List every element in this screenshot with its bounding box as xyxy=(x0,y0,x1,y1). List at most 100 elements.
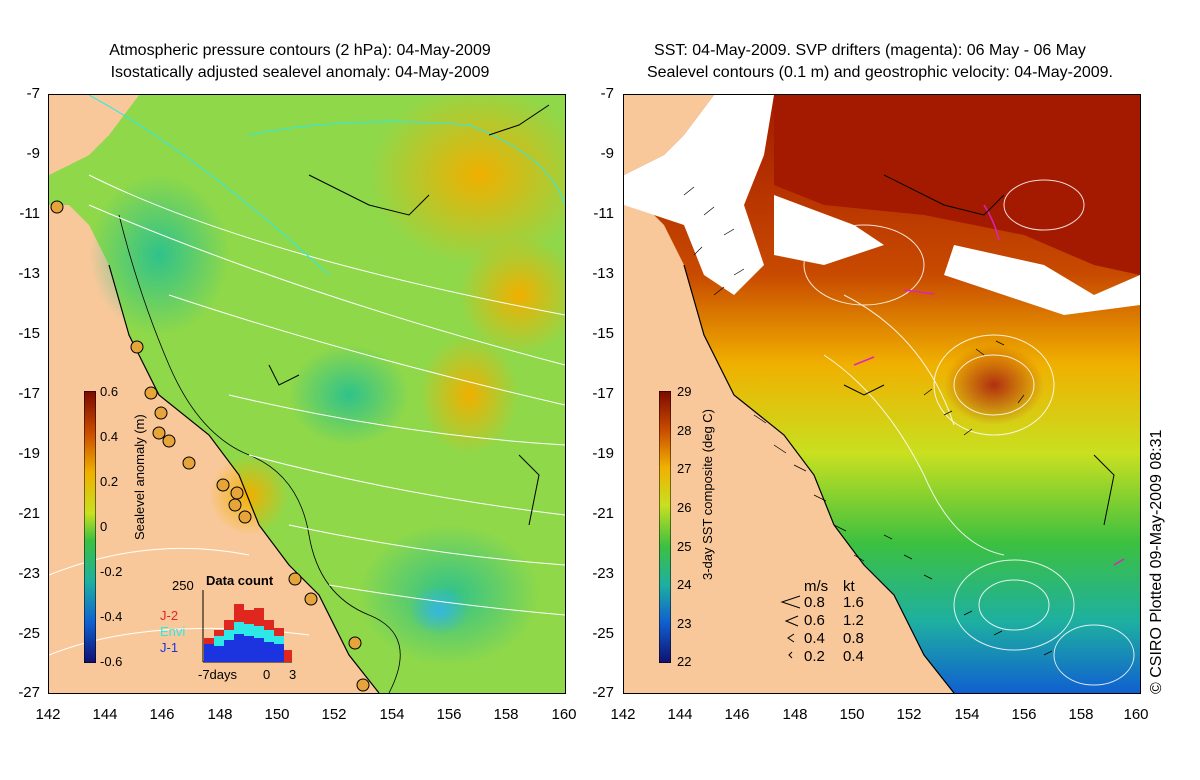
x-axis-label: 154 xyxy=(954,706,980,723)
colorbar-tick: 28 xyxy=(677,423,692,438)
coastline xyxy=(108,264,380,693)
x-axis-label: 156 xyxy=(436,706,462,723)
velocity-kt-2: 0.8 xyxy=(843,630,864,647)
cyan-contour xyxy=(88,95,565,276)
x-axis-label: 148 xyxy=(782,706,808,723)
y-axis-label: -23 xyxy=(592,565,614,582)
png-landmass xyxy=(49,95,139,175)
x-axis-label: 142 xyxy=(610,706,636,723)
velocity-ms-2: 0.4 xyxy=(804,630,825,647)
data-count-histogram xyxy=(202,590,292,663)
geostrophic-velocity-arrows xyxy=(683,186,1053,656)
x-axis-label: 144 xyxy=(667,706,693,723)
velocity-ms-3: 0.2 xyxy=(804,648,825,665)
x-axis-label: 146 xyxy=(149,706,175,723)
right-title-line2: Sealevel contours (0.1 m) and geostrophi… xyxy=(646,64,1113,81)
islands xyxy=(268,104,550,526)
y-axis-label: -19 xyxy=(18,445,40,462)
x-axis-label: 152 xyxy=(321,706,347,723)
x-axis-label: 146 xyxy=(724,706,750,723)
data-count-xleft: -7days xyxy=(198,667,238,682)
cold-eddy-se xyxy=(409,585,469,635)
velocity-ms-1: 0.6 xyxy=(804,612,825,629)
y-axis-label: -11 xyxy=(19,205,40,222)
colorbar-label: Sealevel anomaly (m) xyxy=(132,414,147,540)
warm-eddy xyxy=(944,345,1044,425)
sealevel-contours xyxy=(803,179,1135,686)
colorbar-tick: 23 xyxy=(677,616,692,631)
colorbar-tick: 22 xyxy=(677,654,692,669)
x-axis-label: 150 xyxy=(839,706,865,723)
y-axis-label: -25 xyxy=(592,625,614,642)
y-axis-label: -15 xyxy=(18,325,40,342)
y-axis-label: -21 xyxy=(18,505,40,522)
velocity-legend-ms-header: m/s xyxy=(804,578,829,595)
left-map-panel xyxy=(48,94,566,694)
velocity-ms-0: 0.8 xyxy=(804,594,825,611)
y-axis-label: -27 xyxy=(18,684,40,701)
warm-anomaly-coast xyxy=(209,455,289,535)
y-axis-label: -25 xyxy=(18,625,40,642)
y-axis-label: -19 xyxy=(592,445,614,462)
velocity-legend-kt-header: kt xyxy=(843,578,855,595)
colorbar-tick: 25 xyxy=(677,539,692,554)
cool-anomaly-nw xyxy=(89,175,229,335)
colorbar-tick: 29 xyxy=(677,384,692,399)
x-axis-label: 144 xyxy=(92,706,118,723)
warm-anomaly-east xyxy=(459,235,565,355)
sst-map xyxy=(624,95,1140,693)
y-axis-label: -11 xyxy=(593,205,614,222)
data-count-xright: 3 xyxy=(289,667,297,682)
x-axis-label: 160 xyxy=(1123,706,1149,723)
y-axis-label: -15 xyxy=(592,325,614,342)
reef-line xyxy=(118,214,401,693)
y-axis-label: -13 xyxy=(18,265,40,282)
left-title-line1: Atmospheric pressure contours (2 hPa): 0… xyxy=(109,42,491,59)
colorbar-label: 3-day SST composite (deg C) xyxy=(700,409,715,580)
series-envi-label: Envi xyxy=(160,624,186,639)
y-axis-label: -27 xyxy=(592,684,614,701)
x-axis-label: 152 xyxy=(896,706,922,723)
y-axis-label: -17 xyxy=(592,385,614,402)
data-count-title: Data count xyxy=(206,573,274,588)
series-j2-label: J-2 xyxy=(160,608,179,623)
colorbar-tick: 0.4 xyxy=(100,429,119,444)
right-title-line1: SST: 04-May-2009. SVP drifters (magenta)… xyxy=(654,42,1086,59)
sst-colorbar xyxy=(659,391,671,663)
x-axis-label: 156 xyxy=(1011,706,1037,723)
y-axis-label: -17 xyxy=(18,385,40,402)
series-j1-label: J-1 xyxy=(160,640,179,655)
y-axis-label: -23 xyxy=(18,565,40,582)
islands xyxy=(843,174,1115,526)
velocity-legend-arrows xyxy=(780,595,801,659)
tide-gauges xyxy=(50,200,370,692)
y-axis-label: -7 xyxy=(600,85,614,102)
data-count-xmid: 0 xyxy=(263,667,271,682)
data-count-ymax: 250 xyxy=(172,578,194,593)
colorbar-tick: -0.2 xyxy=(100,564,123,579)
y-axis-label: -21 xyxy=(592,505,614,522)
colorbar-tick: 24 xyxy=(677,577,692,592)
warm-anomaly-ne xyxy=(369,95,565,265)
cool-anomaly-central xyxy=(289,345,409,445)
colorbar-tick: 26 xyxy=(677,500,692,515)
svp-drifter-tracks xyxy=(853,204,1125,566)
cloud-mask xyxy=(624,95,1140,315)
colorbar-tick: 0.6 xyxy=(100,384,119,399)
warm-anomaly-mid xyxy=(419,335,519,455)
sealevel-colorbar xyxy=(84,391,96,663)
colorbar-tick: -0.4 xyxy=(100,609,123,624)
velocity-kt-0: 1.6 xyxy=(843,594,864,611)
sealevel-anomaly-map xyxy=(49,95,565,693)
x-axis-label: 158 xyxy=(493,706,519,723)
y-axis-label: -9 xyxy=(600,145,614,162)
y-axis-label: -7 xyxy=(26,85,40,102)
colorbar-tick: -0.6 xyxy=(100,654,123,669)
x-axis-label: 160 xyxy=(551,706,577,723)
colorbar-tick: 0.2 xyxy=(100,474,119,489)
left-title-line2: Isostatically adjusted sealevel anomaly:… xyxy=(110,64,490,81)
copyright-notice: © CSIRO Plotted 09-May-2009 08:31 xyxy=(1148,429,1165,694)
velocity-kt-3: 0.4 xyxy=(843,648,864,665)
x-axis-label: 148 xyxy=(207,706,233,723)
colorbar-tick: 27 xyxy=(677,461,692,476)
